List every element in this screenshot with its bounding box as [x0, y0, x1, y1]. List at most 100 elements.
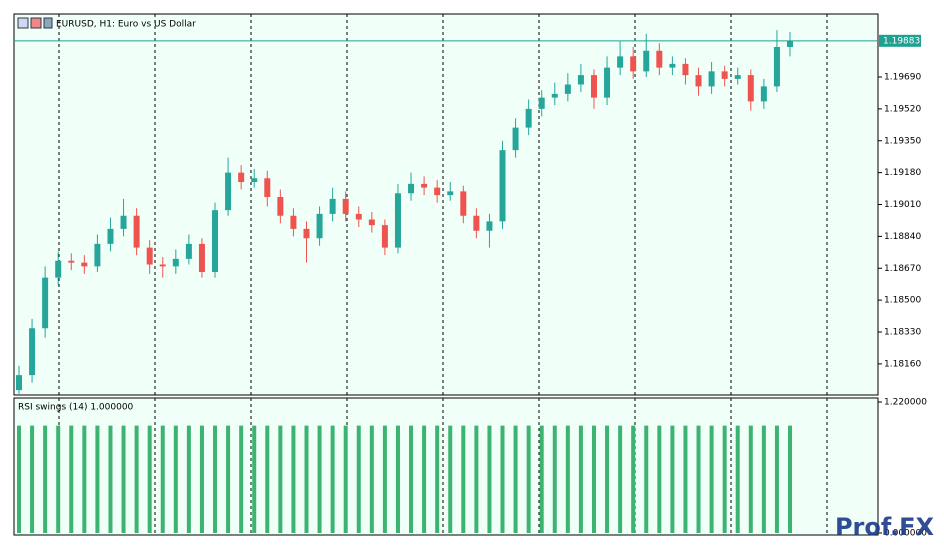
indicator-bar: [199, 425, 204, 533]
candle-body: [68, 260, 75, 263]
candle-body: [499, 150, 506, 222]
indicator-bar: [108, 425, 113, 533]
y-tick-label: 1.18330: [884, 328, 921, 338]
indicator-bar: [513, 425, 518, 533]
icon: [17, 17, 29, 29]
indicator-bar: [696, 425, 701, 533]
indicator-panel: [13, 397, 879, 536]
candle-body: [55, 260, 62, 278]
candle-body: [303, 228, 310, 239]
candle-body: [512, 127, 519, 151]
icon: [30, 17, 42, 29]
indicator-bar: [317, 425, 322, 533]
candle-body: [146, 247, 153, 265]
indicator-bar: [213, 425, 218, 533]
candle-body: [669, 63, 676, 68]
candle-body: [264, 178, 271, 197]
candle-body: [434, 187, 441, 196]
indicator-bar: [709, 425, 714, 533]
indicator-bar: [239, 425, 244, 533]
indicator-bar: [160, 425, 165, 533]
candle-body: [277, 197, 284, 216]
indicator-bar: [761, 425, 766, 533]
indicator-bar: [605, 425, 610, 533]
candle-body: [460, 191, 467, 216]
indicator-bar: [500, 425, 505, 533]
candle-body: [643, 50, 650, 72]
candle-body: [42, 277, 49, 329]
indicator-bar: [788, 425, 792, 533]
indicator-bar: [565, 425, 570, 533]
candle-body: [394, 193, 401, 248]
indicator-bar: [644, 425, 649, 533]
indicator-bar: [578, 425, 583, 533]
candle-body: [172, 258, 179, 267]
candle-body: [290, 215, 297, 229]
indicator-bar: [343, 425, 348, 533]
indicator-bar: [461, 425, 466, 533]
indicator-bar: [526, 425, 531, 533]
indicator-bar: [369, 425, 374, 533]
candle-body: [329, 198, 336, 214]
candle-body: [316, 213, 323, 239]
y-tick-label: 0.000000: [884, 529, 927, 539]
indicator-bar: [631, 425, 636, 533]
indicator-bar: [265, 425, 270, 533]
candle-body: [760, 86, 767, 102]
indicator-bar: [186, 425, 191, 533]
indicator-bar: [657, 425, 662, 533]
indicator-bar: [56, 425, 61, 533]
candle-body: [747, 75, 754, 102]
y-tick-label: 1.19520: [884, 104, 921, 114]
indicator-bar: [591, 425, 596, 533]
indicator-bar: [304, 425, 309, 533]
candle-body: [225, 172, 232, 211]
indicator-bar: [134, 425, 139, 533]
watermark: Prof.FX: [835, 513, 935, 541]
indicator-bar: [17, 425, 21, 533]
candle-body: [721, 71, 728, 79]
indicator-bar: [748, 425, 753, 533]
candle-body: [133, 215, 140, 248]
candle-body: [590, 75, 597, 98]
candle-body: [617, 56, 624, 68]
chart-title: EURUSD, H1: Euro vs US Dollar: [56, 20, 196, 30]
candle-body: [120, 215, 127, 229]
indicator-bar: [43, 425, 48, 533]
candle-body: [342, 198, 349, 214]
y-tick-label: 1.19180: [884, 168, 921, 178]
candle-body: [198, 243, 205, 272]
indicator-bar: [69, 425, 74, 533]
y-tick-label: 1.18840: [884, 232, 921, 242]
indicator-bar: [121, 425, 126, 533]
indicator-bar: [291, 425, 296, 533]
candle-body: [81, 262, 88, 267]
price-panel: [13, 13, 879, 396]
indicator-title: RSI swings (14) 1.000000: [18, 403, 134, 413]
candle-body: [159, 264, 166, 267]
candle-body: [734, 75, 741, 79]
indicator-bar: [683, 425, 688, 533]
candle-body: [251, 178, 258, 182]
candle-body: [408, 183, 415, 194]
y-tick-label: 1.19690: [884, 73, 921, 83]
candle-body: [355, 213, 362, 220]
indicator-bar: [395, 425, 400, 533]
indicator-bar: [422, 425, 427, 533]
price-label: 1.19883: [883, 36, 920, 46]
candle-body: [29, 328, 36, 376]
indicator-bar: [774, 425, 779, 533]
indicator-bar: [356, 425, 361, 533]
indicator-bar: [252, 425, 257, 533]
candle-body: [773, 47, 780, 87]
y-tick-label: 1.18500: [884, 296, 921, 306]
indicator-bar: [552, 425, 557, 533]
candle-body: [525, 108, 532, 128]
candle-body: [381, 225, 388, 248]
indicator-bar: [487, 425, 492, 533]
indicator-bar: [382, 425, 387, 533]
indicator-bar: [735, 425, 740, 533]
indicator-bar: [82, 425, 87, 533]
candle-body: [16, 375, 22, 391]
candle-body: [447, 191, 454, 196]
